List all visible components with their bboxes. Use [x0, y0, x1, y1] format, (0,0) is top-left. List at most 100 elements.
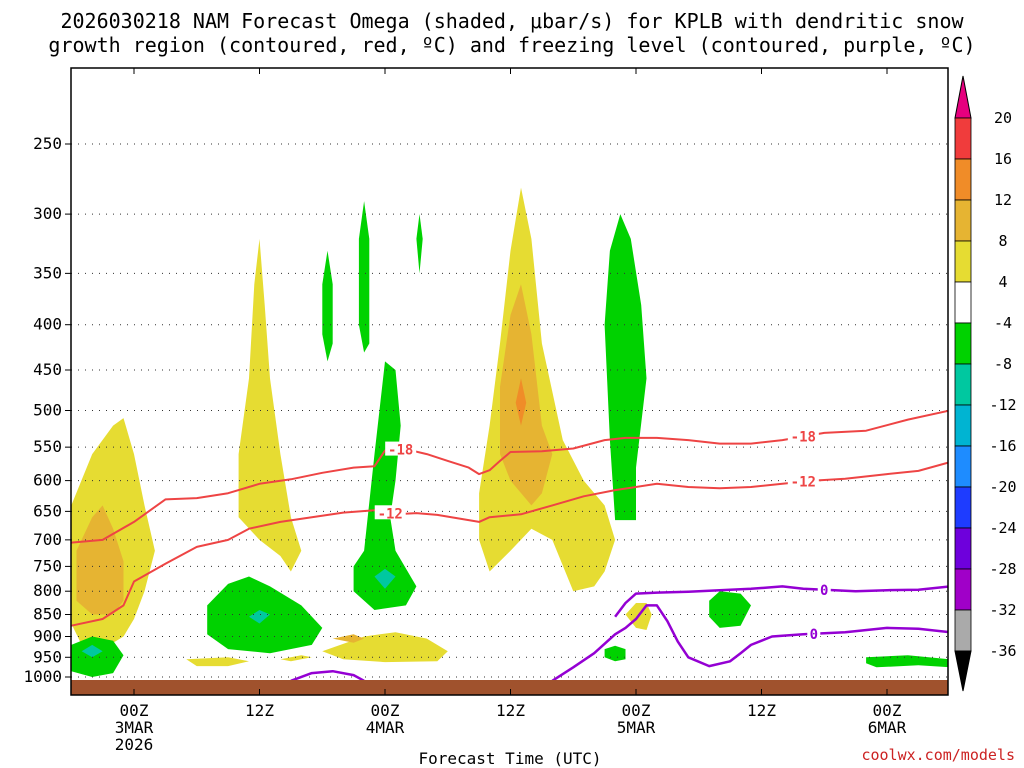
contour-label-bg-3 — [787, 473, 819, 488]
contour-freezing-small-cell — [290, 669, 365, 682]
colorbar-label-0: 20 — [994, 109, 1012, 127]
x-axis-label: Forecast Time (UTC) — [418, 749, 601, 768]
colorbar-label-7: -12 — [989, 396, 1016, 414]
x-tick-label-24-1: 4MAR — [366, 718, 405, 737]
contour-freezing-upper — [614, 585, 948, 618]
colorbar-label-13: -36 — [989, 642, 1016, 660]
omega-region-sink-spot-27z — [416, 214, 423, 274]
contour-label-dgz-minus18-0: -18 — [388, 443, 413, 459]
y-tick-label-500: 500 — [33, 401, 62, 420]
omega-region-lift-column-12z — [238, 238, 302, 572]
y-tick-label-800: 800 — [33, 581, 62, 600]
colorbar-bin-6 — [954, 363, 972, 406]
colorbar-label-3: 8 — [998, 232, 1007, 250]
colorbar-label-5: -4 — [994, 314, 1012, 332]
y-tick-label-250: 250 — [33, 134, 62, 153]
omega-region-sink-cell-10z-core — [249, 610, 270, 624]
colorbar-bin-5 — [954, 322, 972, 365]
y-tick-label-1000: 1000 — [23, 667, 62, 686]
omega-region-lift-lower-band-1-core — [332, 634, 365, 643]
y-tick-label-900: 900 — [33, 626, 62, 645]
colorbar-bin-2 — [954, 199, 972, 242]
colorbar-bin-7 — [954, 404, 972, 447]
contour-label-freezing-lower-5: 0 — [810, 627, 818, 643]
omega-region-lift-lower-band-2 — [186, 657, 249, 667]
colorbar-bin-10 — [954, 527, 972, 570]
y-tick-label-350: 350 — [33, 263, 62, 282]
contour-label-bg-0 — [385, 441, 417, 456]
colorbar-label-8: -16 — [989, 437, 1016, 455]
y-tick-label-550: 550 — [33, 437, 62, 456]
omega-colorbar: 20 16 12 8 4 -4 -8 -12 -16 -20 -24 -28 -32 -36 — [954, 75, 1017, 692]
chart-title-line2: growth region (contoured, red, ºC) and f… — [48, 33, 975, 57]
colorbar-bin-1 — [954, 158, 972, 201]
x-tick-label-72-1: 6MAR — [868, 718, 907, 737]
pressure-axis: 250 300 350 400 450 500 550 600 650 700 750 800 850 9… — [23, 134, 71, 686]
y-tick-label-650: 650 — [33, 501, 62, 520]
x-tick-label-36-0: 12Z — [496, 701, 525, 720]
x-tick-label-72-0: 00Z — [873, 701, 902, 720]
omega-region-lift-column-36z-peak — [515, 378, 527, 426]
colorbar-label-4: 4 — [998, 273, 1007, 291]
y-tick-label-300: 300 — [33, 204, 62, 223]
x-tick-label-24-0: 00Z — [371, 701, 400, 720]
x-tick-label-12-0: 12Z — [245, 701, 274, 720]
colorbar-label-1: 16 — [994, 150, 1012, 168]
omega-region-lift-lower-band-3 — [280, 655, 312, 662]
contour-label-bg-1 — [787, 428, 819, 443]
omega-region-sink-column-5mar — [604, 214, 647, 521]
omega-region-sink-cell-13z — [709, 591, 751, 628]
contour-label-bg-5 — [807, 625, 821, 640]
colorbar-bin-9 — [954, 486, 972, 529]
colorbar-bin-0 — [954, 117, 972, 160]
contour-label-dgz-minus18-1: -18 — [791, 430, 816, 446]
colorbar-top-cap — [954, 75, 972, 119]
omega-region-lift-cell-left-inner — [76, 505, 124, 615]
colorbar-bin-3 — [954, 240, 972, 283]
y-tick-label-950: 950 — [33, 647, 62, 666]
ground-surface-strip — [71, 680, 948, 695]
y-tick-label-450: 450 — [33, 360, 62, 379]
contour-label-dgz-minus12-2: -12 — [378, 506, 403, 522]
contour-label-bg-2 — [374, 505, 406, 520]
contour-layer: -18 -18 -12 -12 0 0 — [71, 409, 948, 682]
omega-region-sink-cell-left — [71, 636, 124, 677]
colorbar-label-12: -32 — [989, 601, 1016, 619]
contour-label-dgz-minus12-3: -12 — [791, 475, 816, 491]
contour-dgz-minus18 — [71, 409, 948, 544]
colorbar-bin-12 — [954, 609, 972, 652]
omega-region-sink-cell-left-core — [81, 644, 103, 658]
x-tick-label-48-0: 00Z — [622, 701, 651, 720]
colorbar-label-9: -20 — [989, 478, 1016, 496]
colorbar-bin-11 — [954, 568, 972, 611]
colorbar-bin-8 — [954, 445, 972, 488]
omega-region-sink-column-20z — [322, 250, 333, 362]
x-tick-label-60-0: 12Z — [747, 701, 776, 720]
colorbar-label-2: 12 — [994, 191, 1012, 209]
y-tick-label-400: 400 — [33, 315, 62, 334]
omega-region-lift-column-36z — [479, 187, 616, 592]
colorbar-bottom-cap — [954, 650, 972, 692]
contour-dgz-minus12 — [71, 461, 948, 627]
y-tick-label-850: 850 — [33, 605, 62, 624]
x-tick-label-0-0: 00Z — [120, 701, 149, 720]
colorbar-label-10: -24 — [989, 519, 1016, 537]
y-tick-label-750: 750 — [33, 556, 62, 575]
y-tick-label-600: 600 — [33, 471, 62, 490]
omega-region-sink-column-00z — [353, 361, 417, 610]
contour-label-freezing-upper-4: 0 — [820, 583, 828, 599]
omega-region-lift-column-36z-core — [500, 284, 553, 506]
x-tick-label-0-2: 2026 — [115, 735, 154, 754]
plot-frame — [70, 67, 949, 696]
omega-region-sink-column-00z-core — [374, 568, 396, 589]
x-tick-label-48-1: 5MAR — [617, 718, 656, 737]
colorbar-bin-4 — [954, 281, 972, 324]
contour-label-bg-4 — [817, 581, 831, 596]
omega-region-sink-cell-5mar-low — [604, 645, 626, 662]
credit-text[interactable]: coolwx.com/models — [861, 746, 1015, 764]
x-tick-label-0-1: 3MAR — [115, 718, 154, 737]
colorbar-label-11: -28 — [989, 560, 1016, 578]
omega-region-sink-column-21z — [358, 201, 370, 353]
